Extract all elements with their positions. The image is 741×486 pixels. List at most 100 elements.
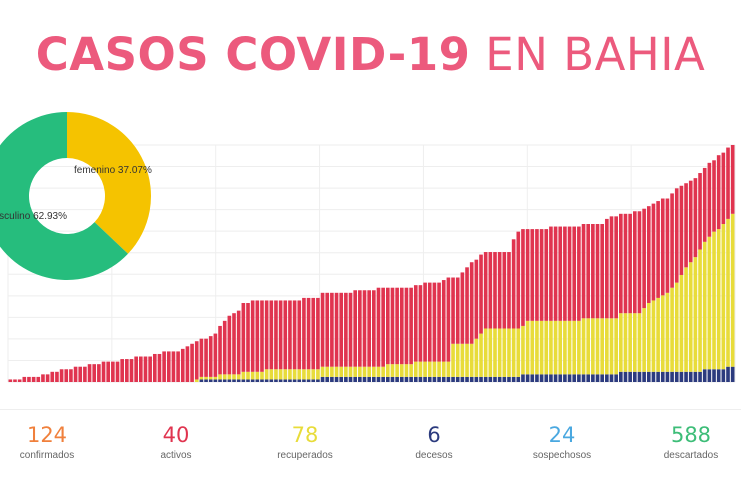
bar-decesos: [567, 374, 572, 382]
bar-decesos: [353, 376, 358, 382]
bar-recuperados: [288, 369, 292, 380]
bar-activos: [59, 369, 64, 382]
bar-decesos: [572, 374, 577, 382]
bar-decesos: [283, 379, 288, 382]
bar-recuperados: [544, 320, 549, 375]
bar-decesos: [241, 379, 246, 382]
bar-decesos: [204, 379, 208, 382]
bar-recuperados: [227, 374, 232, 380]
stat-value: 24: [548, 423, 576, 447]
bar-recuperados: [665, 292, 670, 372]
bar-decesos: [488, 376, 493, 382]
bar-decesos: [222, 379, 227, 382]
bar-recuperados: [572, 320, 577, 375]
bar-recuperados: [395, 364, 399, 377]
bar-recuperados: [427, 361, 432, 377]
bar-recuperados: [348, 366, 353, 377]
bar-recuperados: [460, 343, 465, 377]
bar-recuperados: [222, 374, 227, 380]
bar-recuperados: [702, 241, 707, 370]
bar-activos: [78, 366, 83, 382]
bar-decesos: [418, 376, 423, 382]
bar-decesos: [409, 376, 413, 382]
bar-activos: [516, 231, 521, 329]
bar-recuperados: [707, 236, 712, 370]
bar-activos: [385, 287, 390, 365]
bar-decesos: [255, 379, 260, 382]
stat-label: decesos: [415, 450, 453, 461]
title-bold: CASOS COVID-19: [35, 28, 471, 81]
bar-activos: [162, 351, 166, 382]
bar-activos: [716, 155, 721, 230]
bar-activos: [45, 374, 50, 382]
stat-descartados: 588 descartados: [631, 422, 741, 461]
bar-activos: [17, 379, 22, 382]
bar-activos: [97, 364, 101, 382]
bar-recuperados: [236, 374, 241, 380]
bar-activos: [292, 300, 297, 370]
bar-decesos: [591, 374, 595, 382]
bar-decesos: [693, 371, 698, 382]
bar-recuperados: [302, 369, 306, 380]
bar-recuperados: [274, 369, 278, 380]
bar-decesos: [726, 366, 730, 382]
stat-label: activos: [160, 450, 192, 461]
bar-recuperados: [381, 366, 385, 377]
bar-activos: [31, 376, 36, 382]
bar-activos: [632, 211, 637, 314]
bar-decesos: [479, 376, 483, 382]
bar-activos: [521, 229, 525, 326]
bar-activos: [264, 300, 269, 370]
stat-recuperados: 78 recuperados: [245, 422, 365, 461]
bar-decesos: [302, 379, 306, 382]
bar-decesos: [716, 369, 721, 382]
bar-decesos: [455, 376, 460, 382]
bar-activos: [446, 277, 451, 362]
bar-decesos: [660, 371, 665, 382]
bar-recuperados: [241, 371, 246, 380]
bar-recuperados: [278, 369, 283, 380]
bar-recuperados: [581, 318, 586, 375]
bar-recuperados: [372, 366, 376, 377]
bar-activos: [581, 224, 586, 319]
bar-activos: [176, 351, 180, 382]
bar-activos: [591, 224, 595, 319]
bar-recuperados: [563, 320, 567, 375]
bar-recuperados: [525, 320, 530, 375]
bar-activos: [180, 348, 185, 382]
bar-decesos: [577, 374, 581, 382]
bar-activos: [609, 216, 614, 319]
bar-decesos: [376, 376, 381, 382]
bar-recuperados: [353, 366, 358, 377]
bar-recuperados: [637, 313, 642, 372]
bar-activos: [535, 229, 539, 321]
bar-activos: [297, 300, 302, 370]
bar-recuperados: [488, 328, 493, 377]
bar-decesos: [516, 376, 521, 382]
bar-recuperados: [609, 318, 614, 375]
bar-decesos: [707, 369, 712, 382]
bar-activos: [572, 226, 577, 321]
bar-activos: [236, 310, 241, 375]
bar-recuperados: [250, 371, 255, 380]
bar-decesos: [432, 376, 437, 382]
bar-activos: [423, 282, 427, 362]
stat-value: 588: [670, 423, 712, 447]
bar-recuperados: [334, 366, 339, 377]
bar-activos: [567, 226, 572, 321]
bar-recuperados: [325, 366, 330, 377]
bar-recuperados: [530, 320, 535, 375]
bar-recuperados: [674, 282, 679, 372]
bar-decesos: [530, 374, 535, 382]
bar-activos: [166, 351, 171, 382]
bar-activos: [101, 361, 106, 382]
stat-decesos: 6 decesos: [374, 422, 494, 461]
divider: [0, 409, 741, 410]
bar-decesos: [609, 374, 614, 382]
bar-recuperados: [292, 369, 297, 380]
bar-decesos: [358, 376, 362, 382]
bar-recuperados: [465, 343, 469, 377]
bar-activos: [409, 287, 413, 365]
bar-decesos: [274, 379, 278, 382]
bar-recuperados: [679, 274, 684, 372]
